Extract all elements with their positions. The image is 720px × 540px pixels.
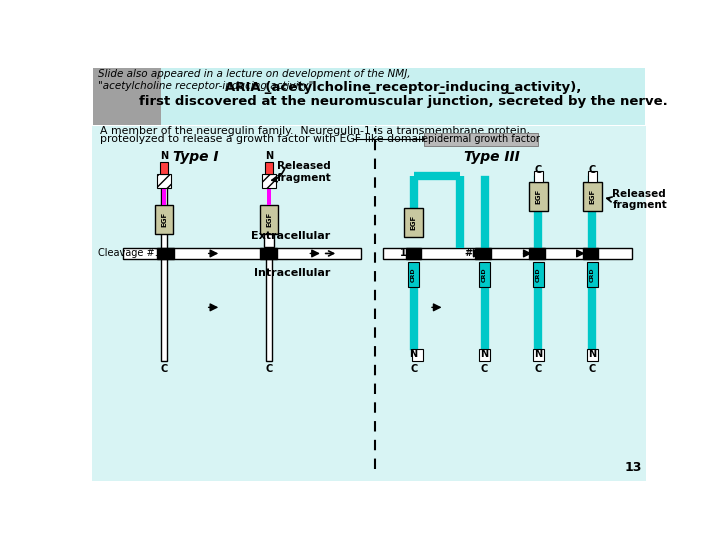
Text: EGF: EGF [410, 215, 417, 230]
Text: ARIA (̲acetylcholine ̲receptor-̲inducing ̲activity),: ARIA (̲acetylcholine ̲receptor-̲inducing… [225, 82, 581, 94]
Bar [583, 182, 601, 211]
Text: 13: 13 [624, 462, 642, 475]
Text: Type I: Type I [173, 150, 218, 164]
Text: CRD: CRD [411, 267, 416, 281]
Bar [405, 208, 423, 237]
Bar [94, 68, 359, 125]
Bar [529, 182, 548, 211]
Text: Cleavage #1: Cleavage #1 [98, 248, 161, 259]
Text: N: N [160, 151, 168, 161]
Text: CRD: CRD [536, 267, 541, 281]
Text: EGF: EGF [266, 212, 272, 227]
Text: CRD: CRD [590, 267, 595, 281]
Text: EGF: EGF [161, 212, 167, 227]
Text: EGF: EGF [589, 189, 595, 204]
Text: proteolyzed to release a growth factor with EGF-like domain.: proteolyzed to release a growth factor w… [99, 134, 431, 144]
Text: CRD: CRD [482, 267, 487, 281]
Bar [161, 175, 167, 248]
Text: C: C [481, 364, 488, 374]
Bar [266, 188, 271, 205]
Bar [406, 248, 421, 259]
Text: C: C [410, 364, 418, 374]
Bar [534, 171, 543, 182]
Bar [161, 68, 644, 125]
Bar [479, 349, 490, 361]
Text: C: C [535, 165, 542, 174]
Text: N: N [410, 348, 418, 359]
Bar [587, 349, 598, 361]
Bar [533, 349, 544, 361]
Text: Released
fragment: Released fragment [276, 161, 331, 183]
Bar [266, 259, 272, 361]
Text: 1: 1 [400, 248, 406, 259]
Bar [161, 162, 168, 174]
Bar [155, 205, 174, 234]
Bar [412, 349, 423, 361]
Bar [157, 248, 174, 259]
Bar [260, 248, 276, 259]
Bar [479, 262, 490, 287]
Text: epidermal growth factor: epidermal growth factor [423, 134, 540, 145]
Bar [587, 262, 598, 287]
Bar [266, 234, 272, 248]
Bar [588, 171, 597, 182]
Bar [265, 162, 273, 174]
Text: #2: #2 [464, 248, 479, 259]
Bar [92, 126, 647, 481]
Bar [122, 248, 361, 259]
Bar [583, 248, 598, 259]
Bar [157, 174, 171, 188]
Text: Slide also appeared in a lecture on development of the NMJ,
"acetylcholine recep: Slide also appeared in a lecture on deve… [98, 70, 410, 91]
Bar [161, 259, 167, 361]
Bar [264, 234, 274, 247]
Text: N: N [480, 348, 489, 359]
Bar [262, 174, 276, 188]
Bar [533, 262, 544, 287]
Bar [162, 188, 166, 205]
Text: Released
fragment: Released fragment [612, 189, 667, 211]
Text: N: N [265, 151, 273, 161]
Bar [260, 205, 278, 234]
Text: N: N [534, 348, 542, 359]
Text: C: C [161, 364, 168, 374]
Text: first discovered at the neuromuscular junction, secreted by the nerve.: first discovered at the neuromuscular ju… [138, 95, 667, 108]
Text: Extracellular: Extracellular [251, 231, 330, 241]
Text: Type III: Type III [464, 150, 520, 164]
Text: C: C [265, 364, 273, 374]
Text: Intracellular: Intracellular [254, 268, 330, 278]
Text: A member of the neuregulin family.  Neuregulin-1 is a transmembrane protein,: A member of the neuregulin family. Neure… [99, 126, 529, 136]
Bar [425, 132, 539, 146]
Text: C: C [535, 364, 542, 374]
Bar [529, 248, 544, 259]
Text: C: C [589, 364, 596, 374]
Text: C: C [589, 165, 596, 174]
Bar [408, 262, 419, 287]
Text: N: N [588, 348, 596, 359]
Bar [383, 248, 632, 259]
Text: EGF: EGF [536, 189, 541, 204]
Bar [475, 248, 490, 259]
